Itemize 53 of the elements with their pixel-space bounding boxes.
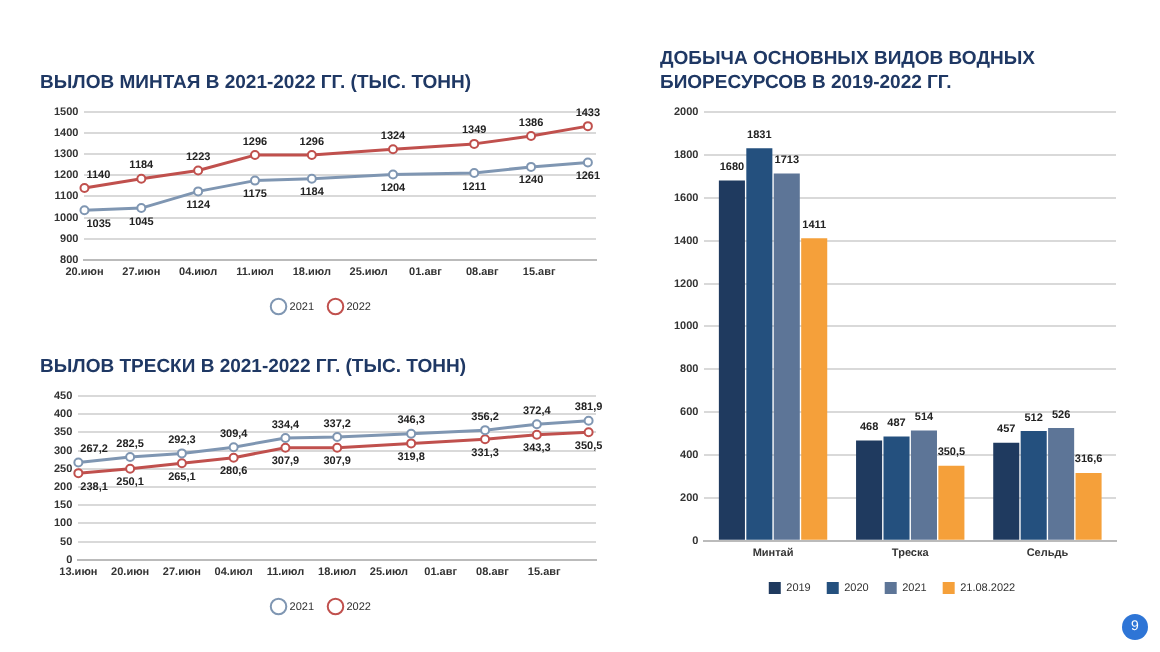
point	[526, 161, 537, 172]
point	[193, 186, 204, 197]
point	[583, 427, 594, 438]
point	[280, 442, 291, 453]
point	[136, 173, 147, 184]
point	[249, 150, 260, 161]
point	[480, 425, 491, 436]
chart-title: ДОБЫЧА ОСНОВНЫХ ВИДОВ ВОДНЫХ БИОРЕСУРСОВ В 2019-2022 ГГ.	[660, 48, 1037, 96]
point	[332, 432, 343, 443]
bar	[1020, 431, 1047, 540]
point	[583, 415, 594, 426]
point	[73, 468, 84, 479]
point	[531, 419, 542, 430]
chart-title: ВЫЛОВ МИНТАЯ В 2021-2022 ГГ. (ТЫС. ТОНН)	[40, 72, 474, 96]
chart-title: ВЫЛОВ ТРЕСКИ В 2021-2022 ГГ. (ТЫС. ТОНН)	[40, 356, 468, 380]
point	[306, 173, 317, 184]
bar	[993, 442, 1020, 540]
point	[480, 434, 491, 445]
point	[469, 138, 480, 149]
point	[249, 175, 260, 186]
point	[136, 203, 147, 214]
point	[388, 144, 399, 155]
bar	[883, 436, 910, 540]
point	[531, 429, 542, 440]
point	[388, 169, 399, 180]
point	[469, 168, 480, 179]
point	[176, 458, 187, 469]
point	[125, 451, 136, 462]
point	[332, 442, 343, 453]
point	[193, 165, 204, 176]
point	[406, 438, 417, 449]
bar	[910, 430, 937, 540]
point	[280, 433, 291, 444]
point	[228, 452, 239, 463]
bar	[856, 440, 883, 540]
bar	[801, 238, 828, 540]
bar	[746, 148, 773, 540]
bar	[1048, 428, 1075, 540]
point	[79, 183, 90, 194]
point	[582, 157, 593, 168]
point	[125, 463, 136, 474]
point	[228, 442, 239, 453]
point	[526, 131, 537, 142]
point	[306, 150, 317, 161]
bar	[938, 465, 965, 540]
point	[582, 121, 593, 132]
point	[73, 457, 84, 468]
bar	[1075, 472, 1102, 540]
bar	[773, 173, 800, 540]
point	[176, 448, 187, 459]
point	[79, 205, 90, 216]
point	[406, 428, 417, 439]
bar	[718, 180, 745, 540]
